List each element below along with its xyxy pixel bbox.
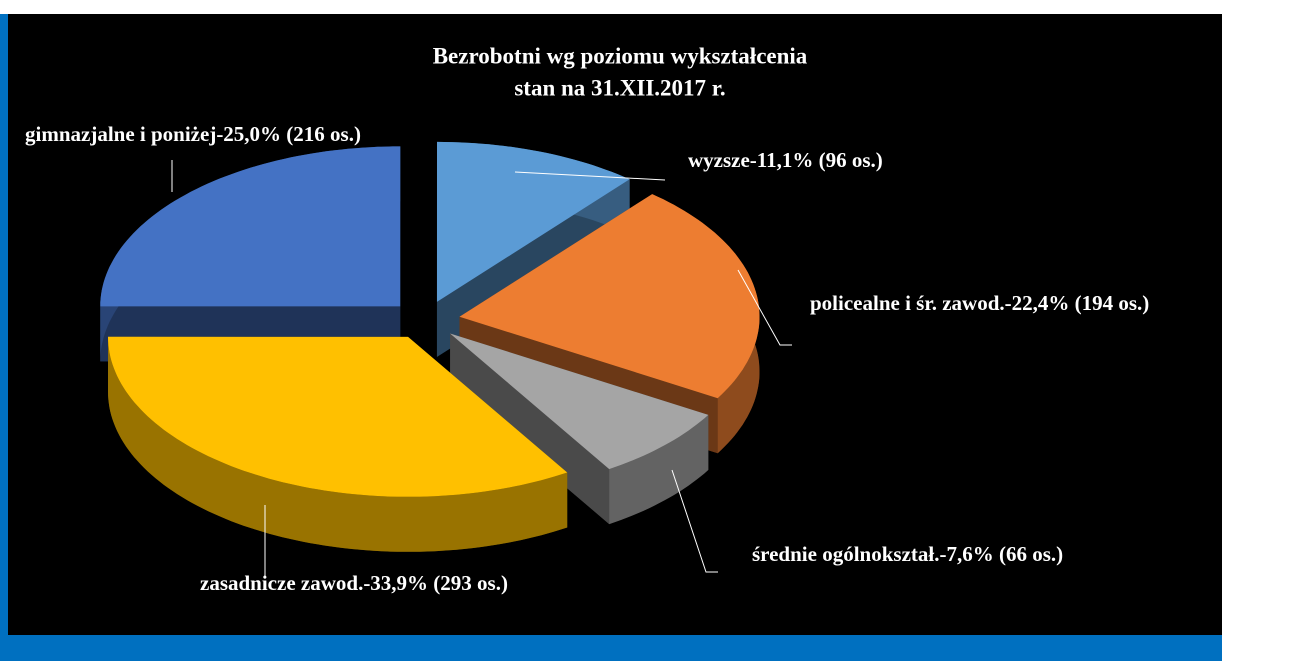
slice [450, 333, 709, 470]
leader-line [514, 171, 666, 181]
slice [100, 146, 401, 307]
chart-title: Bezrobotni wg poziomu wykształcenia [433, 43, 808, 68]
leader-line [671, 469, 718, 573]
chart-subtitle: stan na 31.XII.2017 r. [514, 75, 725, 100]
slice [459, 194, 760, 399]
slice-tops [100, 141, 760, 497]
slice [436, 141, 630, 302]
slice [108, 336, 568, 497]
slice-side [108, 336, 568, 552]
slice-inner-wall [100, 146, 401, 362]
data-label: zasadnicze zawod.-33,9% (293 os.) [200, 571, 508, 595]
data-label: wyzsze-11,1% (96 os.) [688, 148, 883, 172]
data-label: policealne i śr. zawod.-22,4% (194 os.) [810, 291, 1149, 315]
slice-side [609, 414, 709, 525]
data-label: gimnazjalne i poniżej-25,0% (216 os.) [25, 122, 361, 146]
data-label: średnie ogólnokształ.-7,6% (66 os.) [752, 542, 1063, 566]
leader-line [737, 269, 792, 346]
